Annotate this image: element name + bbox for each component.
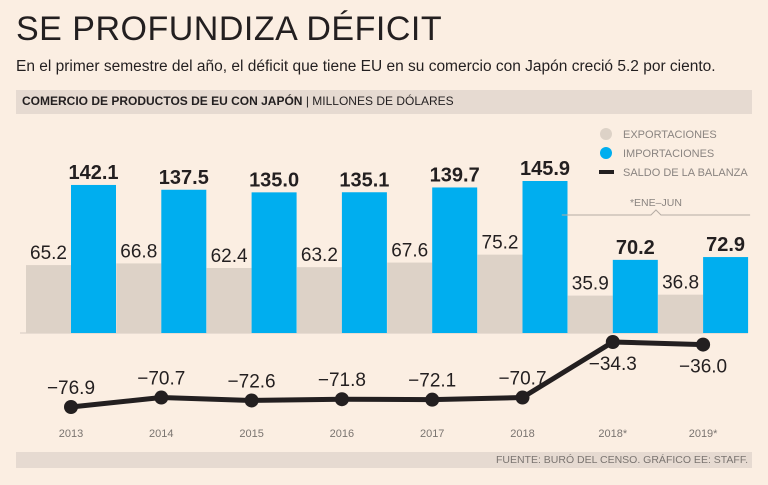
legend-imports-icon [600, 147, 612, 159]
balance-value-label: −34.3 [589, 354, 637, 375]
header-unit: MILLONES DE DÓLARES [312, 94, 454, 108]
x-tick-label: 2018* [598, 428, 627, 440]
header-band [16, 90, 752, 114]
x-tick-label: 2017 [420, 428, 444, 440]
x-tick-label: 2019* [689, 428, 718, 440]
export-value-label: 65.2 [30, 243, 67, 264]
export-bar [116, 263, 162, 333]
import-bar [522, 181, 568, 333]
export-bar [477, 254, 523, 333]
export-value-label: 66.8 [120, 241, 157, 262]
header-bold: COMERCIO DE PRODUCTOS DE EU CON JAPÓN [22, 94, 303, 108]
legend-exports-icon [600, 128, 612, 140]
chart-subtitle: En el primer semestre del año, el défici… [16, 58, 716, 75]
balance-point [696, 337, 711, 352]
export-bar [658, 294, 704, 333]
export-value-label: 36.8 [662, 273, 699, 294]
chart-header: COMERCIO DE PRODUCTOS DE EU CON JAPÓN | … [22, 94, 454, 108]
legend-exports-label: EXPORTACIONES [623, 129, 717, 141]
import-bar [612, 259, 658, 333]
import-value-label: 135.0 [249, 169, 299, 191]
export-bar [26, 265, 71, 333]
balance-point [244, 393, 259, 408]
balance-point [334, 392, 349, 407]
annotation-label: *ENE–JUN [630, 197, 682, 209]
export-bar [567, 295, 613, 333]
import-value-label: 142.1 [68, 162, 118, 184]
import-value-label: 145.9 [520, 158, 570, 180]
export-value-label: 75.2 [482, 233, 519, 254]
export-value-label: 35.9 [572, 274, 609, 295]
balance-point [64, 400, 78, 414]
import-bar [432, 187, 478, 333]
chart-title: SE PROFUNDIZA DÉFICIT [16, 10, 443, 48]
balance-value-label: −36.0 [679, 357, 727, 378]
balance-point [425, 392, 440, 407]
import-value-label: 139.7 [430, 164, 480, 186]
x-tick-label: 2018 [510, 428, 534, 440]
balance-value-label: −72.6 [228, 371, 276, 392]
balance-value-label: −71.8 [318, 370, 366, 391]
import-bar [703, 257, 749, 333]
x-tick-label: 2014 [149, 428, 173, 440]
balance-value-label: −70.7 [498, 369, 546, 390]
export-value-label: 62.4 [211, 246, 248, 267]
import-value-label: 137.5 [159, 167, 209, 189]
import-bar [71, 184, 116, 333]
balance-value-label: −72.1 [408, 371, 456, 392]
footer-band [16, 452, 752, 468]
balance-point [605, 335, 620, 349]
x-tick-label: 2013 [59, 428, 83, 440]
import-bar [161, 189, 207, 333]
footer-source: FUENTE: BURÓ DEL CENSO. GRÁFICO EE: STAF… [495, 454, 748, 466]
header-separator: | [305, 94, 309, 108]
import-bar [251, 192, 297, 333]
export-bar [206, 267, 252, 333]
balance-point [154, 390, 169, 405]
import-value-label: 135.1 [339, 169, 389, 191]
annotation-bracket [561, 209, 751, 216]
legend-imports-label: IMPORTACIONES [623, 148, 714, 160]
legend-balance-label: SALDO DE LA BALANZA [623, 167, 748, 179]
import-value-label: 70.2 [616, 237, 655, 259]
import-value-label: 72.9 [706, 234, 745, 256]
export-bar [296, 267, 342, 333]
import-bar [341, 192, 387, 333]
balance-point [515, 390, 530, 405]
balance-line [70, 339, 704, 410]
export-bar [387, 262, 433, 333]
export-value-label: 63.2 [301, 245, 338, 266]
x-tick-label: 2015 [239, 428, 263, 440]
balance-value-label: −70.7 [137, 369, 185, 390]
export-value-label: 67.6 [391, 241, 428, 262]
x-tick-label: 2016 [330, 428, 354, 440]
balance-value-label: −76.9 [47, 378, 95, 399]
